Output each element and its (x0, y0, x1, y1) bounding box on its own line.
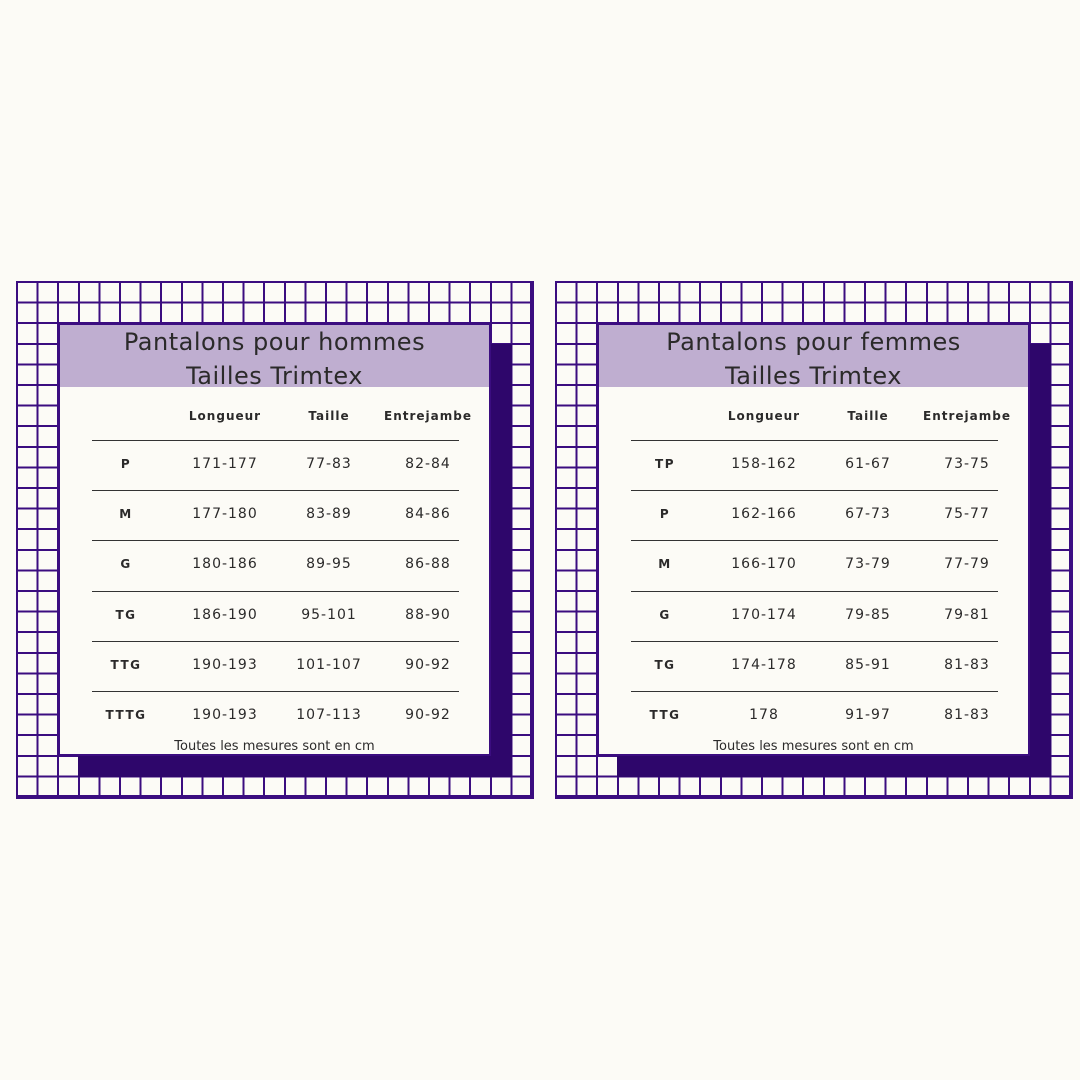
table-cell: 88-90 (405, 606, 451, 623)
size-label: G (659, 607, 671, 622)
table-cell: 61-67 (845, 456, 891, 472)
table-cell: 89-95 (306, 556, 352, 573)
table-cell: 90-92 (405, 707, 451, 723)
size-label: TG (115, 607, 137, 622)
table-cell: 79-81 (944, 606, 990, 623)
table-cell: 77-79 (944, 556, 990, 573)
table-cell: 190-193 (192, 707, 258, 723)
size-label: TTG (649, 708, 681, 722)
table-cell: 86-88 (405, 556, 451, 573)
size-label: TG (654, 657, 676, 672)
column-header: Entrejambe (923, 409, 1011, 423)
size-chart-panel: -store.ca Pantalons pour femmes Tailles … (555, 281, 1073, 799)
row-divider (631, 540, 998, 542)
table-cell: 91-97 (845, 707, 891, 723)
table-cell: 67-73 (845, 506, 891, 523)
size-label: TP (655, 457, 675, 471)
table-cell: 180-186 (192, 556, 258, 573)
table-cell: 79-85 (845, 606, 891, 623)
table-cell: 107-113 (296, 707, 362, 723)
size-label: M (119, 507, 133, 522)
column-header: Taille (308, 409, 350, 423)
row-divider (631, 640, 998, 642)
table-cell: 73-79 (845, 556, 891, 573)
size-label: G (120, 557, 132, 572)
title-line-1: Pantalons pour hommes (123, 328, 426, 356)
row-divider (92, 540, 459, 542)
table-cell: 81-83 (944, 707, 990, 723)
table-cell: 186-190 (192, 606, 258, 623)
table-cell: 81-83 (944, 656, 990, 673)
column-header: Taille (847, 409, 889, 423)
column-header: Longueur (727, 409, 801, 423)
size-label: TTG (110, 657, 142, 672)
row-divider (631, 590, 998, 592)
table-cell: 82-84 (405, 456, 451, 472)
row-divider (92, 691, 459, 692)
table-cell: 166-170 (731, 556, 797, 573)
row-divider (631, 440, 998, 441)
card-header: Pantalons pour hommes Tailles Trimtex (60, 325, 489, 390)
table-cell: 162-166 (731, 506, 797, 523)
size-table-card: Pantalons pour hommes Tailles Trimtex Lo… (58, 323, 491, 756)
table-cell: 75-77 (944, 506, 990, 523)
size-table-card: Pantalons pour femmes Tailles Trimtex Lo… (597, 323, 1030, 756)
table-cell: 177-180 (192, 506, 258, 523)
column-header: Longueur (188, 409, 262, 423)
table-cell: 85-91 (845, 656, 891, 673)
size-label: P (120, 457, 132, 471)
title-line-2: Tailles Trimtex (186, 362, 363, 390)
footer-note: Toutes les mesures sont en cm (174, 739, 375, 754)
table-cell: 178 (749, 707, 779, 723)
title-line-2: Tailles Trimtex (725, 362, 902, 390)
row-divider (92, 440, 459, 441)
row-divider (92, 490, 459, 492)
column-header: Entrejambe (384, 409, 472, 423)
table-cell: 171-177 (192, 456, 258, 472)
table-cell: 158-162 (731, 456, 797, 472)
size-label: TTTG (105, 708, 147, 722)
row-divider (92, 640, 459, 642)
table-cell: 190-193 (192, 656, 258, 673)
row-divider (631, 691, 998, 692)
table-cell: 95-101 (301, 606, 357, 623)
table-cell: 73-75 (944, 456, 990, 472)
card-header: Pantalons pour femmes Tailles Trimtex (599, 325, 1028, 390)
table-cell: 83-89 (306, 506, 352, 523)
table-cell: 84-86 (405, 506, 451, 523)
size-label: M (658, 557, 672, 572)
footer-note: Toutes les mesures sont en cm (713, 739, 914, 754)
size-chart-panel: -store.ca Pantalons pour hommes Tailles … (16, 281, 534, 799)
table-cell: 101-107 (296, 656, 362, 673)
table-cell: 90-92 (405, 656, 451, 673)
row-divider (92, 590, 459, 592)
row-divider (631, 490, 998, 492)
table-cell: 174-178 (731, 656, 797, 673)
title-line-1: Pantalons pour femmes (666, 328, 961, 356)
size-label: P (659, 507, 671, 522)
table-cell: 170-174 (731, 606, 797, 623)
table-cell: 77-83 (306, 456, 352, 472)
